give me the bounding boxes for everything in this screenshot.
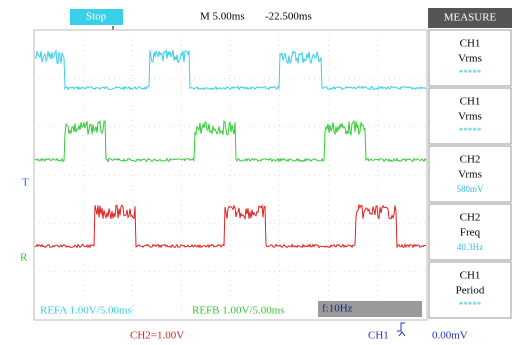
menu-item-source: CH1 xyxy=(460,270,481,282)
menu-item-measure: Vrms xyxy=(458,53,482,65)
menu-item[interactable]: CH1 Period ***** xyxy=(429,262,511,318)
trigger-level: 0.00mV xyxy=(432,330,468,342)
scope-display: Stop M 5.00ms -22.500ms T R REFA 1.00V/5… xyxy=(0,0,512,345)
menu-item-measure: Vrms xyxy=(458,169,482,181)
ch2-scale: CH2=1.00V xyxy=(130,330,184,342)
menu-item[interactable]: CH2 Vrms 580mV xyxy=(429,146,511,202)
menu-item-value: ***** xyxy=(459,300,482,310)
menu-item[interactable]: CH1 Vrms ***** xyxy=(429,88,511,144)
status: Stop xyxy=(86,11,107,23)
menu-item-source: CH2 xyxy=(460,154,481,166)
trigger-marker: T xyxy=(22,177,29,189)
timebase: M 5.00ms xyxy=(200,11,245,23)
oscilloscope-screen: Stop M 5.00ms -22.500ms T R REFA 1.00V/5… xyxy=(0,0,512,345)
reference-marker: R xyxy=(20,252,28,264)
edge-icon xyxy=(397,323,405,336)
menu-item-measure: Freq xyxy=(460,227,481,239)
trigger-source: CH1 xyxy=(368,330,389,342)
menu-item-value: ***** xyxy=(459,126,482,136)
frequency: f:10Hz xyxy=(322,303,353,315)
menu-item-source: CH2 xyxy=(460,212,481,224)
menu-item-value: ***** xyxy=(459,68,482,78)
menu-item-value: 580mV xyxy=(457,184,485,194)
menu-item-value: 40.3Hz xyxy=(457,242,483,252)
menu: CH1 Vrms ***** CH1 Vrms ***** CH2 Vrms 580mV CH2 F… xyxy=(429,30,511,318)
menu-item[interactable]: CH1 Vrms ***** xyxy=(429,30,511,86)
menu-item[interactable]: CH2 Freq 40.3Hz xyxy=(429,204,511,260)
menu-item-measure: Period xyxy=(456,285,485,297)
trigger-position: -22.500ms xyxy=(265,11,312,23)
menu-title: MEASURE xyxy=(444,12,497,24)
ref-b-label: REFB 1.00V/5.00ms xyxy=(192,305,285,317)
menu-item-source: CH1 xyxy=(460,38,481,50)
ref-a-label: REFA 1.00V/5.00ms xyxy=(40,305,132,317)
menu-item-measure: Vrms xyxy=(458,111,482,123)
menu-item-source: CH1 xyxy=(460,96,481,108)
